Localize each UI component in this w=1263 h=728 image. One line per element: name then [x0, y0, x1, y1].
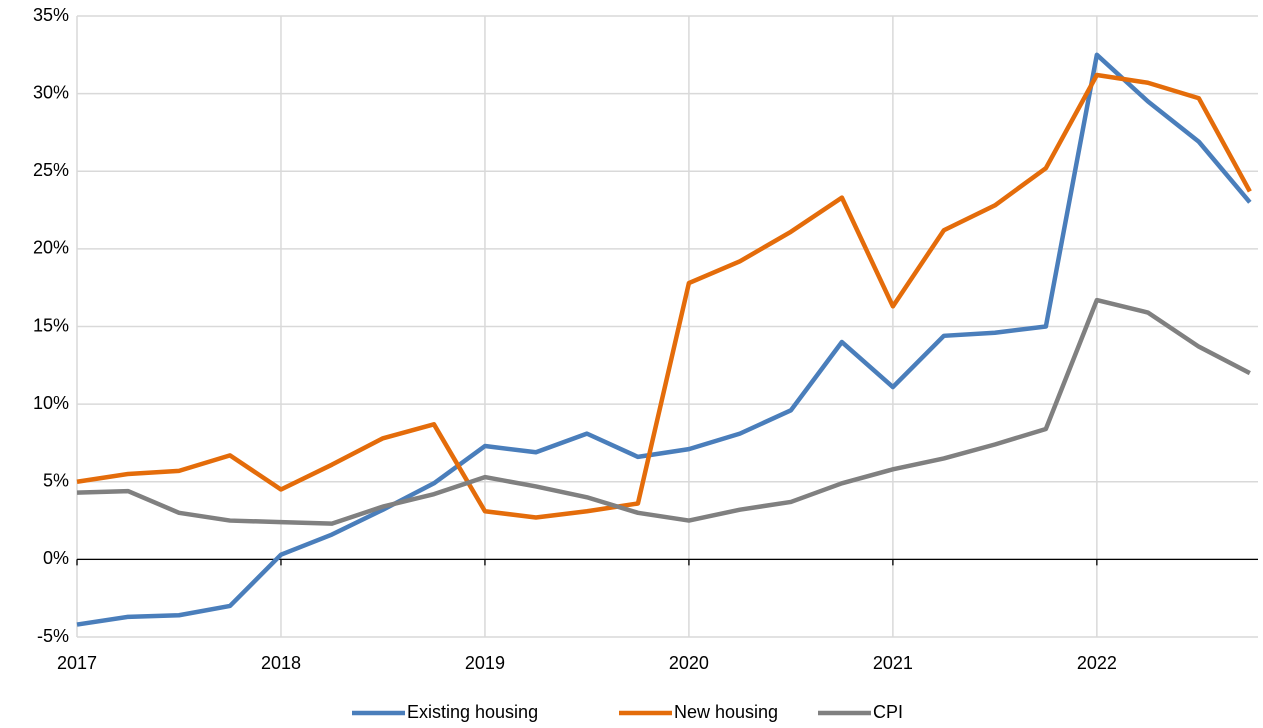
- y-tick-label: 15%: [33, 315, 69, 335]
- y-tick-label: 30%: [33, 82, 69, 102]
- x-tick-label: 2017: [57, 653, 97, 673]
- y-tick-label: 35%: [33, 5, 69, 25]
- x-tick-label: 2018: [261, 653, 301, 673]
- y-tick-label: 10%: [33, 393, 69, 413]
- x-tick-label: 2020: [669, 653, 709, 673]
- legend-label: CPI: [873, 702, 903, 722]
- y-tick-label: -5%: [37, 626, 69, 646]
- y-tick-label: 20%: [33, 238, 69, 258]
- x-tick-label: 2021: [873, 653, 913, 673]
- series-line: [76, 297, 1251, 526]
- series-line: [76, 52, 1252, 627]
- legend-label: Existing housing: [407, 702, 538, 722]
- y-tick-label: 25%: [33, 160, 69, 180]
- y-tick-label: 5%: [43, 471, 69, 491]
- x-tick-label: 2022: [1077, 653, 1117, 673]
- x-tick-label: 2019: [465, 653, 505, 673]
- legend-label: New housing: [674, 702, 778, 722]
- y-tick-label: 0%: [43, 548, 69, 568]
- series-line: [76, 72, 1252, 520]
